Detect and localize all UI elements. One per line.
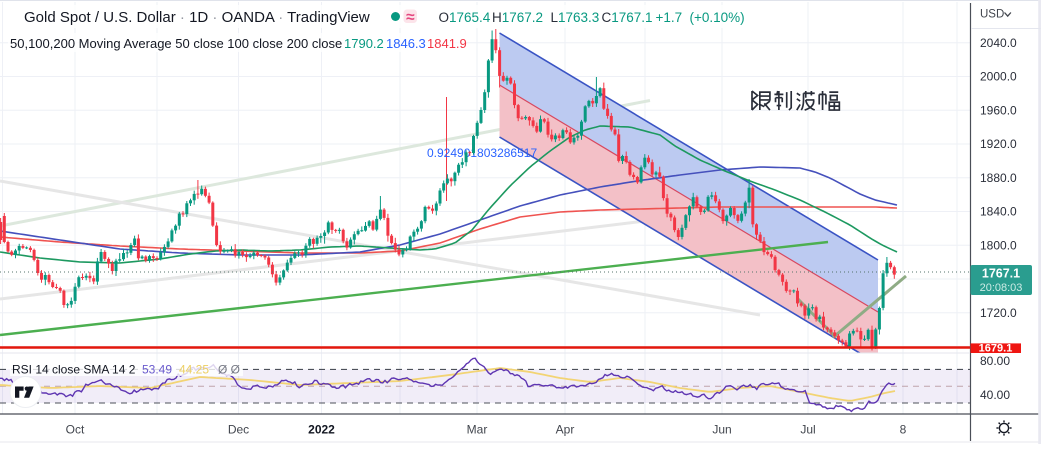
svg-text:+1.7: +1.7 (656, 10, 683, 25)
svg-text:1920.0: 1920.0 (980, 137, 1017, 151)
svg-text:1800.0: 1800.0 (980, 238, 1017, 252)
svg-text:Dec: Dec (228, 423, 249, 437)
svg-text:1767.1: 1767.1 (982, 267, 1020, 281)
svg-text:1840.0: 1840.0 (980, 205, 1017, 219)
svg-text:1846.3: 1846.3 (386, 36, 426, 51)
svg-text:80.00: 80.00 (980, 354, 1010, 368)
svg-text:0.924901803286517: 0.924901803286517 (427, 146, 537, 160)
svg-text:Ø Ø: Ø Ø (218, 363, 240, 377)
svg-text:1720.0: 1720.0 (980, 306, 1017, 320)
svg-text:53.49: 53.49 (142, 363, 172, 377)
svg-text:2000.0: 2000.0 (980, 70, 1017, 84)
svg-text:1880.0: 1880.0 (980, 171, 1017, 185)
svg-text:C1767.1: C1767.1 (602, 10, 653, 25)
svg-text:8: 8 (900, 423, 907, 437)
svg-text:≈: ≈ (406, 9, 415, 26)
svg-text:20:08:03: 20:08:03 (980, 282, 1023, 294)
svg-text:USD: USD (980, 9, 1004, 21)
svg-text:1790.2: 1790.2 (344, 36, 384, 51)
svg-text:RSI 14 close SMA 14 2: RSI 14 close SMA 14 2 (12, 363, 136, 377)
svg-text:H1767.2: H1767.2 (492, 10, 543, 25)
svg-text:Jun: Jun (712, 423, 731, 437)
svg-text:L1763.3: L1763.3 (551, 10, 600, 25)
svg-text:Oct: Oct (66, 423, 85, 437)
svg-text:Jul: Jul (800, 423, 815, 437)
svg-text:(+0.10%): (+0.10%) (690, 10, 745, 25)
svg-text:O1765.4: O1765.4 (439, 10, 491, 25)
svg-text:1679.1: 1679.1 (979, 342, 1013, 354)
svg-text:Apr: Apr (556, 423, 575, 437)
svg-text:44.25: 44.25 (179, 363, 209, 377)
svg-text:2040.0: 2040.0 (980, 36, 1017, 50)
svg-text:Gold Spot / U.S. Dollar · 1D ·: Gold Spot / U.S. Dollar · 1D · OANDA · T… (24, 9, 370, 26)
svg-text:Mar: Mar (467, 423, 488, 437)
svg-text:50,100,200 Moving Average 50 c: 50,100,200 Moving Average 50 close 100 c… (10, 36, 342, 51)
svg-text:40.00: 40.00 (980, 388, 1010, 402)
svg-text:2022: 2022 (308, 423, 335, 437)
svg-text:1960.0: 1960.0 (980, 103, 1017, 117)
svg-text:1841.9: 1841.9 (427, 36, 467, 51)
